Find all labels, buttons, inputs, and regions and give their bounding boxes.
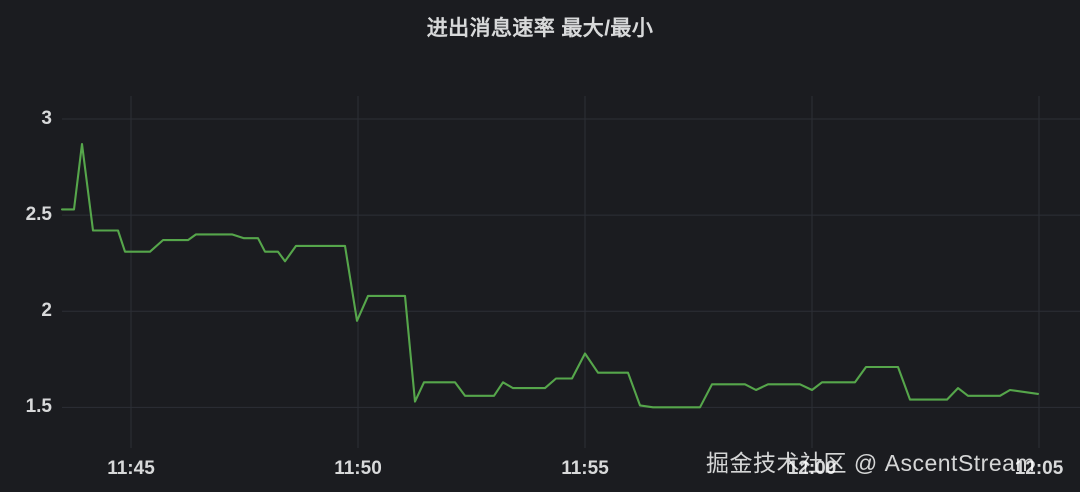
x-tick-label: 12:05 bbox=[1014, 458, 1064, 479]
y-tick-label: 1.5 bbox=[25, 396, 52, 418]
vertical-gridlines bbox=[130, 96, 1040, 448]
page-title: 进出消息速率 最大/最小 bbox=[426, 17, 654, 40]
x-tick-label: 11:45 bbox=[107, 458, 155, 479]
y-tick-label: 3 bbox=[41, 108, 52, 130]
series-line-inout-msg-rate[interactable] bbox=[60, 142, 1040, 409]
horizontal-gridlines bbox=[62, 118, 1080, 408]
x-tick-label: 11:55 bbox=[561, 458, 609, 479]
y-axis: 3 2.5 2 1.5 bbox=[0, 0, 56, 492]
x-tick-label: 12:00 bbox=[787, 458, 837, 479]
y-tick-label: 2 bbox=[41, 300, 52, 322]
x-tick-label: 11:50 bbox=[334, 458, 382, 479]
y-tick-label: 2.5 bbox=[25, 204, 52, 226]
